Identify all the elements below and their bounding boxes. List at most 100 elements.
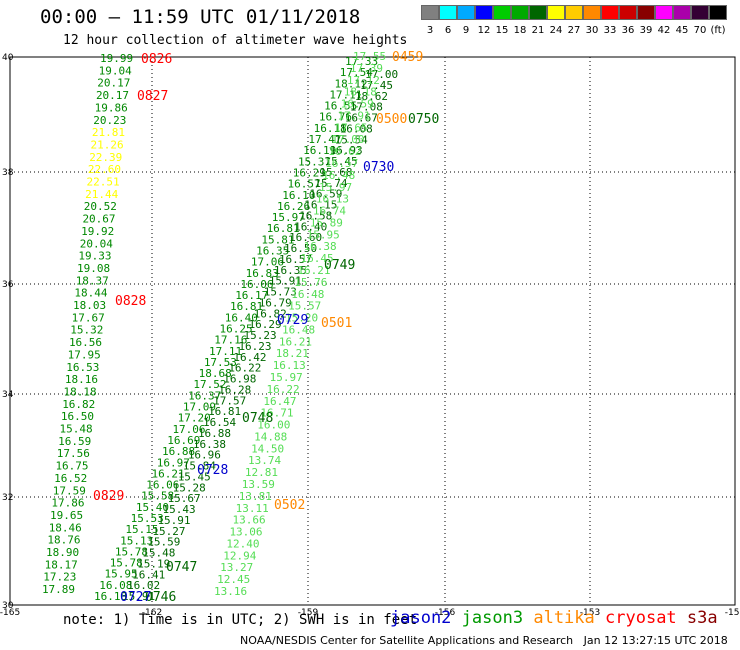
swh-value: 16.97	[157, 456, 190, 469]
swh-value: 16.42	[233, 351, 266, 364]
swh-value: 16.69	[167, 434, 200, 447]
pass-time-label: 0829	[93, 489, 124, 504]
swh-value: 12.94	[223, 549, 256, 562]
swh-value: 15.53	[131, 512, 164, 525]
swh-value: 15.76	[294, 276, 327, 289]
colorbar-label: 42	[657, 25, 671, 36]
pass-time-label: 0749	[324, 258, 355, 273]
swh-value: 17.06	[172, 423, 205, 436]
swh-value: 16.17	[235, 289, 268, 302]
swh-value: 17.57	[213, 394, 246, 407]
pass-time-label: 0827	[137, 89, 168, 104]
swh-value: 15.23	[244, 329, 277, 342]
swh-value: 16.55	[324, 100, 357, 113]
swh-value: 16.22	[228, 362, 261, 375]
swh-value: 17.00	[331, 133, 364, 146]
swh-value: 16.48	[291, 288, 324, 301]
swh-value: 16.06	[146, 479, 179, 492]
swh-value: 13.11	[236, 502, 269, 515]
swh-value: 17.95	[68, 348, 101, 361]
swh-value: 16.29	[293, 166, 326, 179]
y-tick-label: 34	[2, 390, 14, 400]
colorbar-label: 24	[549, 25, 563, 36]
colorbar-label: 6	[444, 25, 452, 36]
swh-value: 17.06	[251, 256, 284, 269]
swh-value: 16.02	[127, 579, 160, 592]
x-tick-label: -162	[142, 608, 162, 618]
swh-value: 16.26	[277, 200, 310, 213]
pass-time-label: 0502	[274, 498, 305, 513]
swh-value: 19.65	[50, 509, 83, 522]
swh-value: 16.48	[282, 323, 315, 336]
swh-value: 18.12	[335, 77, 368, 90]
swh-value: 17.20	[178, 412, 211, 425]
swh-value: 12.40	[226, 537, 259, 550]
colorbar-swatch	[691, 5, 709, 20]
credits-line: NOAA/NESDIS Center for Satellite Applica…	[240, 634, 728, 647]
colorbar-swatch	[421, 5, 439, 20]
colorbar-swatch	[547, 5, 565, 20]
swh-value: 16.82	[254, 307, 287, 320]
swh-value: 16.48	[322, 169, 355, 182]
swh-value: 22.60	[88, 163, 121, 176]
swh-value: 17.09	[183, 401, 216, 414]
swh-value: 15.74	[314, 177, 347, 190]
swh-value: 15.97	[272, 211, 305, 224]
swh-value: 19.86	[95, 101, 128, 114]
swh-value: 17.56	[57, 447, 90, 460]
footnote: note: 1) Time is in UTC; 2) SWH is in fe…	[63, 612, 418, 628]
swh-value: 16.40	[294, 220, 327, 233]
swh-value: 16.06	[240, 278, 273, 291]
swh-value: 17.59	[53, 484, 86, 497]
colorbar-label: 9	[462, 25, 470, 36]
swh-value: 15.97	[319, 181, 352, 194]
y-tick-label: 32	[2, 493, 13, 503]
swh-value: 16.08	[99, 579, 132, 592]
chart-title: 00:00 – 11:59 UTC 01/11/2018	[40, 6, 361, 28]
swh-value: 15.13	[120, 534, 153, 547]
colorbar-swatch	[619, 5, 637, 20]
swh-value: 16.00	[257, 419, 290, 432]
legend-s3a: s3a	[686, 608, 718, 628]
swh-value: 16.15	[304, 199, 337, 212]
y-tick-label: 30	[2, 601, 14, 611]
swh-value: 17.67	[72, 311, 105, 324]
swh-value: 16.53	[66, 361, 99, 374]
colorbar-label: 18	[513, 25, 527, 36]
swh-value: 17.08	[350, 101, 383, 114]
swh-value: 16.58	[299, 209, 332, 222]
y-tick-label: 40	[2, 53, 14, 63]
swh-value: 16.57	[325, 157, 358, 170]
colorbar-swatch	[511, 5, 529, 20]
swh-value: 15.32	[70, 324, 103, 337]
swh-value: 16.82	[62, 398, 95, 411]
colorbar-label: 36	[621, 25, 635, 36]
swh-value: 16.18	[314, 122, 347, 135]
swh-value: 17.00	[365, 68, 398, 81]
swh-value: 12.45	[217, 573, 250, 586]
pass-time-label: 0747	[166, 560, 197, 575]
colorbar-swatch	[655, 5, 673, 20]
swh-value: 15.97	[270, 371, 303, 384]
swh-value: 19.99	[100, 52, 133, 65]
x-tick-label: -165	[0, 608, 20, 618]
swh-value: 15.28	[173, 481, 206, 494]
colorbar-swatch	[673, 5, 691, 20]
pass-time-label: 0501	[321, 316, 352, 331]
swh-value: 15.40	[136, 501, 169, 514]
swh-value: 18.90	[46, 546, 79, 559]
swh-value: 15.54	[335, 133, 368, 146]
swh-value: 17.86	[51, 497, 84, 510]
swh-value: 13.16	[214, 585, 247, 598]
swh-value: 15.45	[325, 155, 358, 168]
swh-value: 15.15	[125, 523, 158, 536]
pass-time-label: 0748	[242, 411, 273, 426]
swh-value: 20.17	[96, 89, 129, 102]
x-tick-label: -159	[298, 608, 319, 618]
swh-value: 16.81	[267, 222, 300, 235]
swh-value: 15.68	[319, 166, 352, 179]
swh-value: 16.75	[55, 460, 88, 473]
colorbar-label: 45	[675, 25, 689, 36]
swh-value: 16.57	[287, 178, 320, 191]
pass-time-label: 0459	[392, 50, 423, 65]
